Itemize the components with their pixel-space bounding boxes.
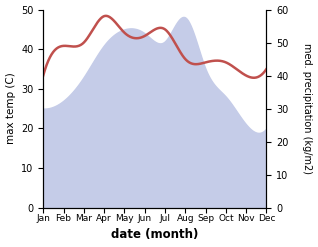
- Y-axis label: max temp (C): max temp (C): [5, 73, 16, 144]
- X-axis label: date (month): date (month): [111, 228, 198, 242]
- Y-axis label: med. precipitation (kg/m2): med. precipitation (kg/m2): [302, 43, 313, 174]
